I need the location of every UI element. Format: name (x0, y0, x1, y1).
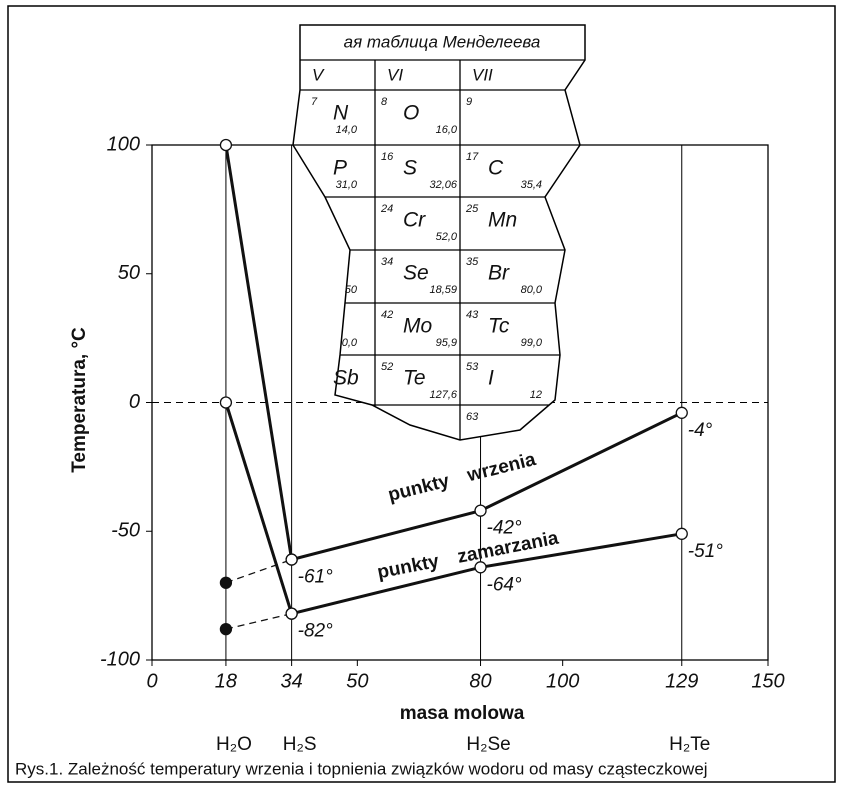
group-label: VII (472, 65, 493, 84)
element-symbol: P (333, 157, 347, 180)
x-tick-label: 100 (546, 670, 579, 692)
atomic-mass: 127,6 (429, 389, 457, 401)
x-tick-label: 80 (469, 670, 491, 692)
group-label: VI (387, 65, 403, 84)
atomic-mass: 32,06 (429, 179, 457, 191)
atomic-mass: 35,4 (521, 179, 542, 191)
atomic-mass: 12 (530, 389, 542, 401)
atomic-number: 24 (380, 203, 393, 215)
atomic-number: 25 (465, 203, 479, 215)
atomic-number: 63 (466, 411, 479, 423)
element-symbol: Te (403, 367, 426, 390)
point (676, 528, 687, 539)
atomic-mass: 50 (345, 284, 358, 296)
x-tick-label: 150 (751, 670, 784, 692)
element-symbol: Cr (403, 209, 426, 232)
series-line (226, 614, 292, 629)
point (286, 608, 297, 619)
atomic-mass: 16,0 (436, 124, 458, 136)
element-symbol: Se (403, 262, 429, 285)
element-symbol: S (403, 157, 417, 180)
atomic-number: 35 (466, 256, 479, 268)
y-tick-label: 100 (107, 133, 140, 155)
atomic-number: 42 (381, 309, 393, 321)
element-symbol: Br (488, 262, 510, 285)
value-label: -51° (688, 541, 723, 562)
element-symbol: I (488, 367, 494, 390)
compound-label: H₂Se (466, 734, 510, 755)
atomic-mass: 99,0 (521, 337, 543, 349)
inset-title: ая таблица Менделеева (344, 32, 541, 51)
value-label: -4° (688, 420, 713, 441)
atomic-mass: 52,0 (436, 231, 458, 243)
point (220, 577, 231, 588)
point (475, 505, 486, 516)
value-label: -82° (298, 621, 333, 642)
atomic-mass: 80,0 (521, 284, 543, 296)
chart: Temperatura, °C masa molowa Rys.1. Zależ… (0, 0, 844, 787)
point (286, 554, 297, 565)
group-label: V (312, 65, 325, 84)
element-symbol: Mo (403, 315, 432, 338)
x-tick-label: 18 (215, 670, 237, 692)
atomic-number: 8 (381, 96, 388, 108)
caption: Rys.1. Zależność temperatury wrzenia i t… (15, 759, 708, 778)
periodic-table-inset: ая таблица Менделеева V VI VII 7 N14,0 8 O 16,0 9… (280, 25, 600, 450)
series-label: punkty wrzenia (386, 449, 538, 506)
atomic-mass: 0,0 (342, 337, 358, 349)
series-label: punkty zamarzania (376, 528, 561, 584)
atomic-mass: 18,59 (429, 284, 457, 296)
x-tick-label: 0 (146, 670, 157, 692)
element-symbol: N (333, 102, 349, 125)
point (220, 140, 231, 151)
y-tick-label: -100 (100, 648, 140, 670)
element-symbol: C (488, 157, 504, 180)
compound-label: H₂Te (669, 734, 710, 755)
point (676, 407, 687, 418)
value-label: -64° (487, 574, 522, 595)
x-axis-title: masa molowa (400, 703, 525, 724)
element-symbol: Sb (333, 367, 359, 390)
atomic-number: 17 (466, 151, 479, 163)
atomic-number: 16 (381, 151, 394, 163)
atomic-number: 53 (466, 361, 479, 373)
x-tick-label: 50 (346, 670, 368, 692)
element-symbol: Tc (488, 315, 510, 338)
element-symbol: O (403, 102, 419, 125)
atomic-number: 7 (311, 96, 318, 108)
atomic-mass: 31,0 (336, 179, 358, 191)
atomic-number: 9 (466, 96, 472, 108)
atomic-number: 52 (381, 361, 393, 373)
atomic-number: 34 (381, 256, 393, 268)
y-tick-label: 0 (129, 391, 140, 413)
point (220, 397, 231, 408)
compound-label: H₂O (216, 734, 252, 755)
atomic-mass: 14,0 (336, 124, 358, 136)
atomic-mass: 95,9 (436, 337, 457, 349)
atomic-number: 43 (466, 309, 479, 321)
y-tick-label: -50 (111, 520, 140, 542)
value-label: -61° (298, 567, 333, 588)
x-tick-label: 34 (281, 670, 303, 692)
element-symbol: Mn (488, 209, 517, 232)
y-axis-title: Temperatura, °C (69, 327, 90, 473)
point (220, 624, 231, 635)
x-tick-label: 129 (665, 670, 698, 692)
compound-label: H₂S (283, 734, 317, 755)
y-tick-label: 50 (118, 262, 140, 284)
